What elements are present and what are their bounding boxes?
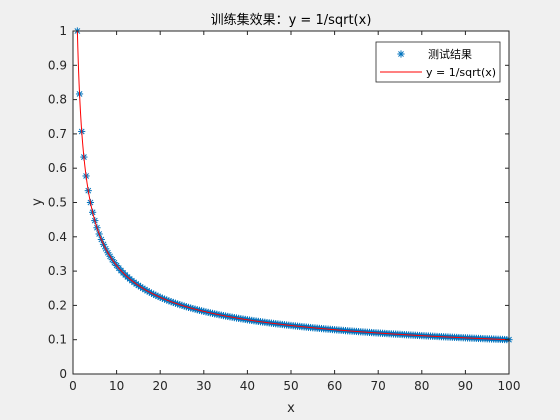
x-tick-label: 60 (327, 379, 342, 393)
x-tick-label: 40 (240, 379, 255, 393)
x-tick-label: 100 (498, 379, 521, 393)
y-axis-label: y (30, 198, 45, 206)
y-tick-label: 0.6 (48, 161, 67, 175)
y-tick-label: 0.4 (48, 230, 67, 244)
y-tick-label: 0.2 (48, 298, 67, 312)
series-layer (73, 27, 513, 344)
axes-background (73, 31, 509, 374)
x-tick-label: 10 (109, 379, 124, 393)
y-tick-label: 0.3 (48, 264, 67, 278)
legend-asterisk-marker (397, 50, 405, 58)
ticks-layer: 0 10 20 30 40 50 60 70 80 90 100 0 0.1 0.2 0.3 0.4 0.5 0.… (48, 24, 521, 393)
y-tick-label: 0.8 (48, 93, 67, 107)
y-tick-label: 1 (59, 24, 67, 38)
line-series (76, 30, 510, 341)
y-tick-label: 0.7 (48, 127, 67, 141)
x-tick-label: 30 (196, 379, 211, 393)
legend-label-scatter: 测试结果 (428, 48, 472, 61)
x-tick-label: 0 (69, 379, 77, 393)
legend-box (375, 41, 501, 83)
y-tick-label: 0.9 (48, 58, 67, 72)
chart-title: 训练集效果：y = 1/sqrt(x) (211, 12, 372, 28)
legend-entry-scatter: 测试结果 (397, 48, 472, 61)
legend-entry-line: y = 1/sqrt(x) (380, 66, 496, 79)
x-tick-label: 50 (283, 379, 298, 393)
x-tick-label: 80 (414, 379, 429, 393)
x-axis-label: x (287, 401, 295, 416)
x-tick-label: 70 (371, 379, 386, 393)
y-tick-label: 0.5 (48, 196, 67, 210)
x-tick-label: 90 (458, 379, 473, 393)
x-tick-label: 20 (153, 379, 168, 393)
legend-label-line: y = 1/sqrt(x) (426, 66, 496, 79)
y-tick-label: 0.1 (48, 333, 67, 347)
legend: 测试结果 y = 1/sqrt(x) (375, 41, 501, 83)
y-tick-label: 0 (59, 367, 67, 381)
